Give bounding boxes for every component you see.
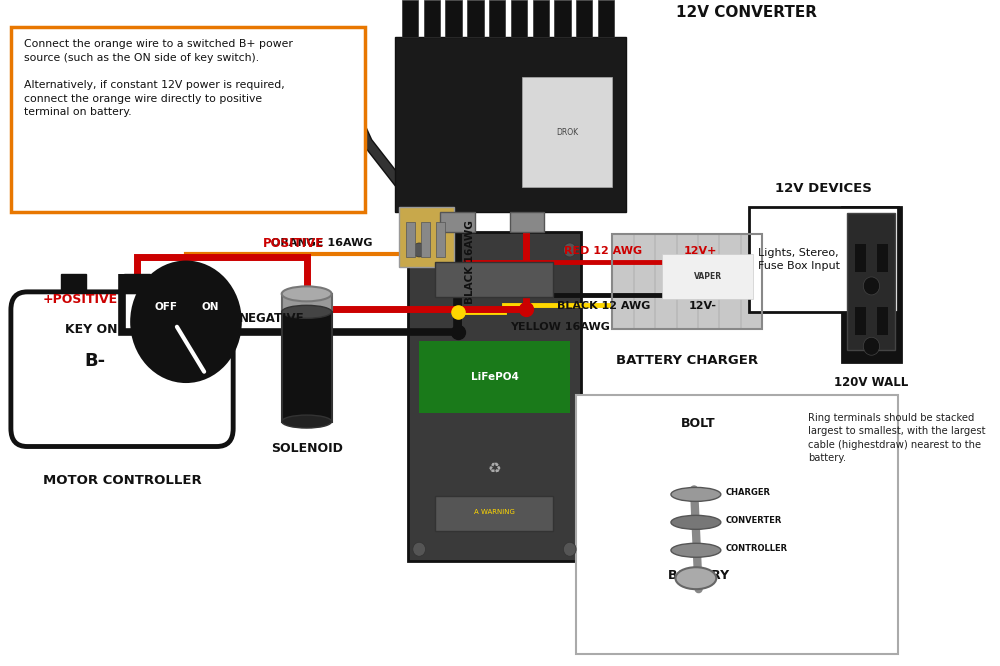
Bar bbox=[533, 0, 549, 37]
Text: 12V-: 12V- bbox=[689, 301, 717, 311]
Ellipse shape bbox=[282, 286, 332, 301]
Point bbox=[450, 326, 466, 337]
Bar bbox=[877, 244, 888, 272]
Text: POSITIVE: POSITIVE bbox=[262, 237, 324, 250]
Bar bbox=[855, 244, 866, 272]
Bar bbox=[655, 234, 676, 329]
Bar bbox=[408, 232, 581, 561]
Ellipse shape bbox=[671, 488, 721, 501]
Bar bbox=[11, 27, 365, 212]
Bar bbox=[435, 496, 553, 531]
Bar bbox=[634, 234, 654, 329]
Bar bbox=[855, 308, 866, 336]
Bar bbox=[467, 0, 484, 37]
Text: DROK: DROK bbox=[556, 128, 578, 137]
Ellipse shape bbox=[671, 543, 721, 557]
Bar bbox=[440, 212, 475, 232]
Bar bbox=[436, 222, 445, 257]
Text: BOLT: BOLT bbox=[681, 416, 716, 430]
Text: OFF: OFF bbox=[155, 302, 178, 312]
Ellipse shape bbox=[282, 415, 332, 428]
Bar bbox=[698, 234, 718, 329]
Circle shape bbox=[413, 243, 426, 257]
Text: SOLENOID: SOLENOID bbox=[271, 442, 343, 454]
Text: CHARGER: CHARGER bbox=[726, 488, 771, 497]
Text: 12V DEVICES: 12V DEVICES bbox=[775, 182, 872, 195]
Text: 12V+: 12V+ bbox=[683, 246, 717, 256]
Bar bbox=[421, 222, 430, 257]
Bar bbox=[435, 262, 553, 297]
Circle shape bbox=[132, 262, 240, 382]
Point bbox=[450, 306, 466, 317]
Text: VAPER: VAPER bbox=[694, 272, 722, 282]
Bar bbox=[395, 37, 626, 212]
Bar bbox=[282, 294, 332, 312]
Bar bbox=[598, 0, 614, 37]
Text: ORANGE 16AWG: ORANGE 16AWG bbox=[271, 238, 373, 248]
Bar bbox=[406, 222, 415, 257]
Bar bbox=[877, 308, 888, 336]
Text: B+: B+ bbox=[148, 352, 176, 370]
Circle shape bbox=[563, 243, 576, 257]
Text: RED 12 AWG: RED 12 AWG bbox=[564, 246, 642, 256]
Bar bbox=[399, 207, 454, 267]
Text: 120V WALL: 120V WALL bbox=[834, 376, 909, 389]
FancyBboxPatch shape bbox=[11, 292, 233, 446]
Text: BATTERY: BATTERY bbox=[667, 569, 730, 582]
Text: BLACK 12 AWG: BLACK 12 AWG bbox=[557, 301, 650, 311]
Bar bbox=[554, 0, 571, 37]
Text: KEY ON: KEY ON bbox=[65, 323, 118, 336]
Text: MOTOR CONTROLLER: MOTOR CONTROLLER bbox=[43, 474, 201, 488]
Bar bbox=[511, 0, 527, 37]
Text: Connect the orange wire to a switched B+ power
source (such as the ON side of ke: Connect the orange wire to a switched B+… bbox=[24, 39, 293, 117]
Bar bbox=[612, 234, 762, 329]
Ellipse shape bbox=[675, 567, 716, 589]
Circle shape bbox=[863, 277, 880, 295]
Text: NEGATIVE: NEGATIVE bbox=[239, 312, 305, 325]
Bar bbox=[282, 312, 332, 422]
Bar bbox=[612, 234, 633, 329]
Text: 12V CONVERTER: 12V CONVERTER bbox=[676, 5, 817, 20]
Text: B-: B- bbox=[85, 352, 106, 370]
Text: +POSITIVE: +POSITIVE bbox=[43, 293, 118, 306]
Ellipse shape bbox=[671, 515, 721, 529]
Text: CONVERTER: CONVERTER bbox=[726, 516, 782, 525]
Bar bbox=[522, 77, 612, 187]
Bar bbox=[576, 0, 592, 37]
Circle shape bbox=[563, 542, 576, 556]
Text: A WARNING: A WARNING bbox=[474, 509, 515, 515]
Bar bbox=[124, 274, 150, 292]
Bar bbox=[402, 0, 418, 37]
Bar bbox=[510, 212, 544, 232]
Text: ♻: ♻ bbox=[488, 462, 501, 477]
Text: Ring terminals should be stacked
largest to smallest, with the largest
cable (hi: Ring terminals should be stacked largest… bbox=[808, 413, 986, 464]
Bar bbox=[741, 234, 761, 329]
Bar bbox=[489, 0, 505, 37]
Circle shape bbox=[863, 337, 880, 355]
Bar bbox=[61, 274, 86, 292]
Point bbox=[518, 304, 534, 314]
Bar bbox=[842, 207, 901, 362]
Text: ON: ON bbox=[202, 302, 219, 312]
Text: Lights, Stereo,
Fuse Box Input: Lights, Stereo, Fuse Box Input bbox=[758, 248, 840, 271]
Text: CONTROLLER: CONTROLLER bbox=[726, 543, 788, 553]
Ellipse shape bbox=[282, 305, 332, 318]
Bar bbox=[677, 234, 697, 329]
Bar bbox=[445, 0, 462, 37]
Circle shape bbox=[413, 542, 426, 556]
Bar bbox=[419, 341, 570, 413]
Text: BLACK 16AWG: BLACK 16AWG bbox=[465, 220, 475, 304]
Text: LiFePO4: LiFePO4 bbox=[471, 372, 518, 382]
Text: BATTERY CHARGER: BATTERY CHARGER bbox=[616, 354, 758, 367]
Bar bbox=[749, 207, 898, 312]
Bar bbox=[847, 213, 895, 350]
Bar bbox=[662, 254, 753, 299]
Bar bbox=[424, 0, 440, 37]
Bar bbox=[576, 395, 898, 654]
Text: YELLOW 16AWG: YELLOW 16AWG bbox=[510, 322, 610, 332]
Bar bbox=[719, 234, 740, 329]
